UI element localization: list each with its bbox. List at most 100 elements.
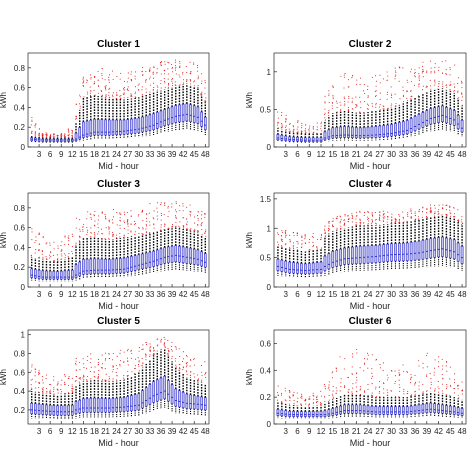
outlier-point xyxy=(297,243,299,245)
outlier-point xyxy=(79,96,81,98)
outlier-point xyxy=(375,388,377,390)
outlier-point xyxy=(50,135,52,137)
outlier-point xyxy=(434,84,436,86)
outlier-point xyxy=(171,78,173,80)
outlier-point xyxy=(281,111,283,113)
box xyxy=(185,247,189,264)
outlier-point xyxy=(186,80,188,83)
outlier-point xyxy=(190,79,192,81)
outlier-point xyxy=(112,366,114,368)
outlier-point xyxy=(205,376,207,379)
outlier-point xyxy=(60,384,62,386)
outlier-point xyxy=(289,399,291,402)
outlier-point xyxy=(120,349,122,351)
outlier-point xyxy=(446,213,448,215)
outlier-point xyxy=(387,215,389,217)
box xyxy=(119,258,122,274)
outlier-point xyxy=(160,224,162,226)
outlier-point xyxy=(383,388,385,390)
subplot-1: Cluster 100.20.40.60.83 6 9 12 15 18 21 24 27 30 3… xyxy=(0,39,210,171)
subplot-6: Cluster 600.20.40.63 6 9 12 15 18 21 24 27 30 33 36… xyxy=(245,316,467,448)
outlier-point xyxy=(410,71,412,73)
outlier-point xyxy=(57,260,59,262)
outlier-point xyxy=(134,365,137,367)
outlier-point xyxy=(301,395,303,398)
outlier-point xyxy=(56,134,58,136)
box xyxy=(89,119,93,137)
x-tick-label: 45 xyxy=(446,290,455,299)
outlier-point xyxy=(343,105,345,107)
outlier-point xyxy=(407,212,409,214)
outlier-point xyxy=(347,377,350,379)
outlier-point xyxy=(119,224,121,226)
outlier-point xyxy=(82,81,85,83)
outlier-point xyxy=(127,364,129,366)
outlier-point xyxy=(149,67,151,69)
x-tick-label: 3 xyxy=(37,150,42,159)
outlier-point xyxy=(75,217,77,219)
outlier-point xyxy=(433,371,435,373)
box xyxy=(452,110,456,126)
outlier-point xyxy=(374,212,376,214)
outlier-point xyxy=(194,222,196,224)
outlier-point xyxy=(86,234,88,236)
outlier-point xyxy=(383,216,385,218)
outlier-point xyxy=(108,94,110,96)
y-tick-label: 0.4 xyxy=(14,387,26,396)
outlier-point xyxy=(193,358,195,360)
outlier-point xyxy=(163,225,165,227)
outlier-point xyxy=(193,62,195,64)
outlier-point xyxy=(305,131,307,134)
outlier-point xyxy=(426,366,428,368)
outlier-point xyxy=(406,79,408,81)
outlier-point xyxy=(418,83,420,85)
outlier-point xyxy=(171,77,174,79)
outlier-point xyxy=(441,383,443,385)
outlier-point xyxy=(141,211,143,213)
box xyxy=(107,119,111,136)
box xyxy=(401,406,405,415)
outlier-point xyxy=(152,66,154,68)
outlier-point xyxy=(457,220,459,222)
outlier-point xyxy=(145,232,147,234)
box xyxy=(104,258,107,274)
outlier-point xyxy=(426,208,428,210)
box xyxy=(185,103,189,122)
outlier-point xyxy=(316,126,318,128)
box xyxy=(350,246,354,265)
outlier-point xyxy=(300,404,303,407)
box xyxy=(45,270,48,280)
outlier-point xyxy=(449,366,451,368)
outlier-point xyxy=(130,350,132,352)
box xyxy=(394,243,397,262)
outlier-point xyxy=(64,243,66,245)
outlier-point xyxy=(63,136,66,138)
outlier-point xyxy=(142,234,144,236)
outlier-point xyxy=(153,87,155,89)
outlier-point xyxy=(31,228,33,230)
outlier-point xyxy=(105,227,107,229)
outlier-point xyxy=(331,372,333,374)
outlier-point xyxy=(344,213,346,215)
outlier-point xyxy=(395,105,397,107)
outlier-point xyxy=(438,83,440,85)
outlier-point xyxy=(406,371,408,373)
outlier-point xyxy=(414,381,417,383)
outlier-point xyxy=(138,227,140,229)
outlier-point xyxy=(193,85,195,87)
outlier-point xyxy=(324,230,326,232)
outlier-point xyxy=(433,213,435,215)
outlier-point xyxy=(157,344,159,346)
box xyxy=(196,396,200,410)
outlier-point xyxy=(312,241,314,244)
outlier-point xyxy=(328,222,330,224)
outlier-point xyxy=(123,93,125,95)
outlier-point xyxy=(430,67,432,69)
outlier-point xyxy=(145,359,147,361)
outlier-point xyxy=(134,373,136,375)
outlier-point xyxy=(94,82,96,84)
box xyxy=(413,241,417,261)
outlier-point xyxy=(445,69,447,71)
outlier-point xyxy=(108,378,111,380)
outlier-point xyxy=(186,364,188,366)
